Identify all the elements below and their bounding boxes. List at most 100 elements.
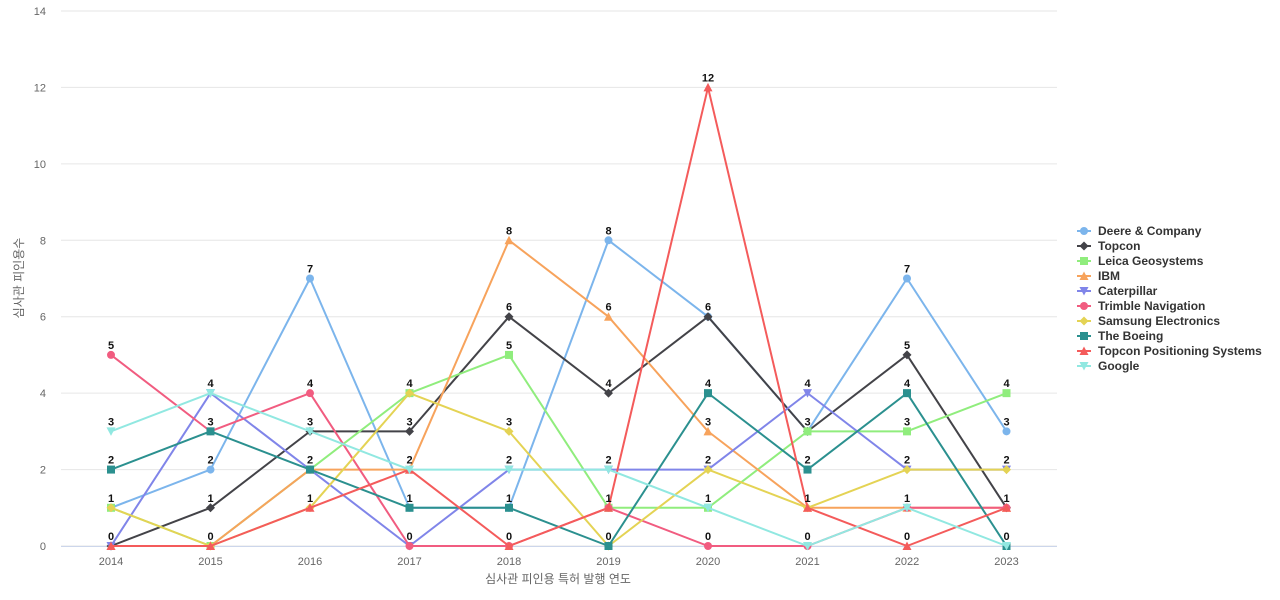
data-label: 4 — [804, 378, 811, 390]
data-label: 5 — [904, 340, 910, 352]
legend-label: Caterpillar — [1098, 284, 1158, 298]
series-line-ibm — [110, 239, 1008, 547]
legend-marker — [1079, 241, 1089, 251]
legend-label: Topcon — [1098, 239, 1140, 253]
legend-item-caterpillar[interactable]: Caterpillar — [1077, 284, 1158, 298]
data-point-deere-company — [1002, 427, 1011, 436]
data-label: 2 — [605, 455, 611, 467]
data-point-topcon — [902, 350, 912, 360]
data-point-deere-company — [206, 465, 215, 474]
data-point-topcon — [504, 312, 514, 322]
legend-marker — [1080, 302, 1088, 310]
legend-item-topcon-positioning-systems[interactable]: Topcon Positioning Systems — [1077, 344, 1262, 358]
data-point-the-boeing — [604, 542, 613, 550]
data-label: 0 — [1003, 531, 1009, 543]
legend-item-topcon[interactable]: Topcon — [1077, 239, 1140, 253]
data-point-the-boeing — [704, 389, 712, 398]
data-point-deere-company — [903, 274, 911, 283]
series-line-topcon — [110, 315, 1008, 547]
data-label: 4 — [705, 378, 712, 390]
data-label: 0 — [804, 531, 810, 543]
data-label: 4 — [1003, 378, 1010, 390]
data-point-leica-geosystems — [803, 427, 812, 436]
data-label: 1 — [1003, 493, 1009, 505]
legend-item-google[interactable]: Google — [1077, 359, 1140, 373]
data-point-topcon-positioning-systems — [1002, 503, 1011, 512]
series-line-google — [110, 392, 1008, 547]
y-tick-label: 0 — [40, 541, 46, 553]
data-point-topcon-positioning-systems — [902, 541, 912, 550]
x-tick-label: 2022 — [895, 556, 919, 568]
data-label: 12 — [702, 72, 714, 84]
data-label: 2 — [705, 455, 711, 467]
x-tick-label: 2023 — [994, 556, 1018, 568]
data-label: 5 — [506, 340, 512, 352]
data-label: 4 — [207, 378, 214, 390]
data-label: 2 — [108, 455, 114, 467]
y-tick-label: 6 — [40, 312, 46, 324]
data-point-google — [504, 465, 514, 475]
data-label: 1 — [904, 493, 910, 505]
data-point-google — [106, 427, 116, 436]
legend-item-deere-company[interactable]: Deere & Company — [1077, 224, 1202, 238]
data-label: 1 — [605, 493, 611, 505]
legend-label: Deere & Company — [1098, 224, 1202, 238]
legend-label: Google — [1098, 359, 1140, 373]
legend-item-trimble-navigation[interactable]: Trimble Navigation — [1077, 299, 1205, 313]
data-label: 4 — [605, 378, 612, 390]
data-point-the-boeing — [505, 503, 513, 512]
data-label: 3 — [1003, 416, 1009, 428]
data-point-ibm — [504, 235, 514, 245]
data-label: 0 — [506, 531, 512, 543]
data-point-samsung-electronics — [703, 465, 713, 475]
legend-label: Trimble Navigation — [1098, 299, 1205, 313]
data-label: 0 — [207, 531, 213, 543]
data-label: 3 — [904, 416, 910, 428]
legend-marker — [1079, 287, 1089, 296]
data-label: 1 — [804, 493, 810, 505]
data-label: 4 — [307, 378, 314, 390]
data-point-trimble-navigation — [704, 542, 712, 550]
data-label: 8 — [605, 225, 611, 237]
data-point-topcon — [604, 388, 613, 398]
legend-marker — [1080, 332, 1088, 340]
data-label: 3 — [207, 416, 213, 428]
data-label: 3 — [307, 416, 313, 428]
legend-label: Samsung Electronics — [1098, 314, 1220, 328]
data-point-topcon — [405, 426, 414, 436]
data-point-the-boeing — [405, 503, 414, 512]
legend-item-the-boeing[interactable]: The Boeing — [1077, 329, 1163, 343]
series-line-trimble-navigation — [110, 353, 1008, 547]
legend-marker — [1079, 316, 1089, 326]
legend-item-samsung-electronics[interactable]: Samsung Electronics — [1077, 314, 1220, 328]
data-label: 1 — [108, 493, 114, 505]
data-label: 2 — [804, 455, 810, 467]
data-label: 1 — [207, 493, 213, 505]
data-point-trimble-navigation — [107, 350, 115, 359]
legend-marker — [1079, 346, 1089, 355]
legend-item-leica-geosystems[interactable]: Leica Geosystems — [1077, 254, 1204, 268]
data-label: 6 — [705, 302, 711, 314]
data-point-ibm — [703, 426, 713, 436]
legend-label: IBM — [1098, 269, 1120, 283]
legend-label: Leica Geosystems — [1098, 254, 1204, 268]
data-label: 2 — [406, 455, 412, 467]
data-point-google — [703, 503, 713, 513]
data-point-the-boeing — [803, 465, 812, 474]
data-point-the-boeing — [903, 389, 911, 398]
data-label: 2 — [307, 455, 313, 467]
data-label: 4 — [406, 378, 413, 390]
data-point-google — [305, 427, 315, 436]
data-point-google — [902, 503, 912, 513]
data-point-topcon-positioning-systems — [803, 503, 812, 512]
x-tick-label: 2014 — [99, 556, 123, 568]
data-point-deere-company — [604, 236, 613, 245]
data-point-samsung-electronics — [106, 503, 116, 513]
data-point-topcon-positioning-systems — [604, 503, 613, 512]
legend-item-ibm[interactable]: IBM — [1077, 269, 1120, 283]
data-point-topcon-positioning-systems — [206, 541, 215, 550]
data-label: 8 — [506, 225, 512, 237]
